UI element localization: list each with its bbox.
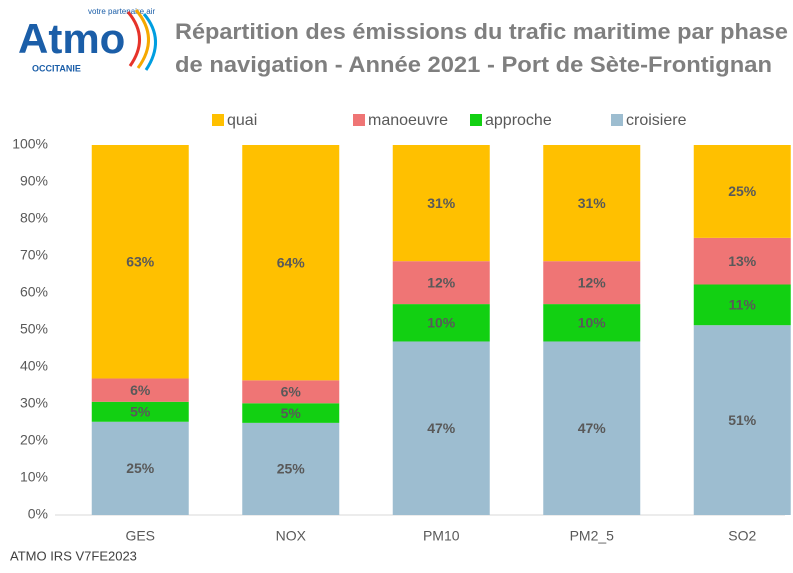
y-tick-label: 100%: [12, 136, 48, 152]
bar-segment: [543, 304, 641, 342]
chart-title: de navigation - Année 2021 - Port de Sèt…: [175, 52, 772, 77]
y-tick-label: 70%: [20, 247, 48, 263]
legend-label: croisiere: [626, 112, 687, 129]
data-label: 10%: [578, 314, 607, 330]
x-tick-label: GES: [125, 528, 155, 544]
data-label: 10%: [427, 314, 456, 330]
data-label: 25%: [277, 461, 306, 477]
bar-segment: [693, 145, 791, 238]
data-label: 5%: [281, 405, 302, 421]
data-label: 13%: [728, 253, 757, 269]
y-tick-label: 60%: [20, 284, 48, 300]
bar-segment: [693, 325, 791, 515]
legend-label: manoeuvre: [368, 112, 448, 129]
bar-segment: [91, 421, 189, 515]
bar-segment: [392, 261, 490, 305]
bar-segment: [543, 145, 641, 262]
x-tick-label: PM10: [423, 528, 460, 544]
bar-segment: [242, 145, 340, 381]
bar-segment: [242, 380, 340, 404]
y-tick-label: 30%: [20, 395, 48, 411]
legend-swatch: [611, 114, 623, 126]
bar-segment: [543, 261, 641, 305]
data-label: 31%: [427, 195, 456, 211]
legend-swatch: [212, 114, 224, 126]
data-label: 31%: [578, 195, 607, 211]
y-tick-label: 10%: [20, 469, 48, 485]
data-label: 51%: [728, 412, 757, 428]
logo-arc: [134, 9, 150, 69]
x-tick-label: NOX: [276, 528, 307, 544]
bar-segment: [693, 237, 791, 285]
data-label: 64%: [277, 254, 306, 270]
y-tick-label: 0%: [28, 506, 48, 522]
bar-segment: [242, 422, 340, 515]
logo-region: OCCITANIE: [32, 63, 81, 73]
logo-name: Atmo: [18, 15, 125, 62]
logo-arc: [126, 11, 141, 67]
y-tick-label: 80%: [20, 210, 48, 226]
y-tick-label: 40%: [20, 358, 48, 374]
data-label: 6%: [281, 383, 302, 399]
y-tick-label: 50%: [20, 321, 48, 337]
logo-tagline: votre partenaire air: [88, 7, 155, 16]
bar-segment: [392, 145, 490, 262]
data-label: 6%: [130, 382, 151, 398]
data-label: 12%: [427, 274, 456, 290]
bar-segment: [91, 145, 189, 379]
legend-swatch: [353, 114, 365, 126]
source: ATMO IRS V7FE2023: [10, 548, 137, 563]
legend-label: quai: [227, 112, 257, 129]
bar-segment: [242, 403, 340, 423]
data-label: 11%: [729, 297, 757, 313]
data-label: 47%: [427, 420, 456, 436]
y-tick-label: 20%: [20, 432, 48, 448]
x-tick-label: PM2_5: [570, 528, 615, 544]
bar-segment: [392, 304, 490, 342]
bar-segment: [392, 341, 490, 515]
data-label: 63%: [126, 253, 155, 269]
bar-segment: [693, 284, 791, 326]
legend-swatch: [470, 114, 482, 126]
x-tick-label: SO2: [728, 528, 756, 544]
data-label: 47%: [578, 420, 607, 436]
y-tick-label: 90%: [20, 173, 48, 189]
data-label: 25%: [126, 460, 155, 476]
logo: Atmo votre partenaire air OCCITANIE: [18, 7, 157, 73]
bar-segment: [91, 401, 189, 422]
legend-label: approche: [485, 112, 552, 129]
chart-title: Répartition des émissions du trafic mari…: [175, 19, 788, 44]
data-label: 12%: [578, 274, 607, 290]
data-label: 25%: [728, 183, 757, 199]
bar-segment: [91, 378, 189, 402]
data-label: 5%: [130, 403, 151, 419]
logo-arc: [142, 13, 157, 71]
bar-segment: [543, 341, 641, 515]
